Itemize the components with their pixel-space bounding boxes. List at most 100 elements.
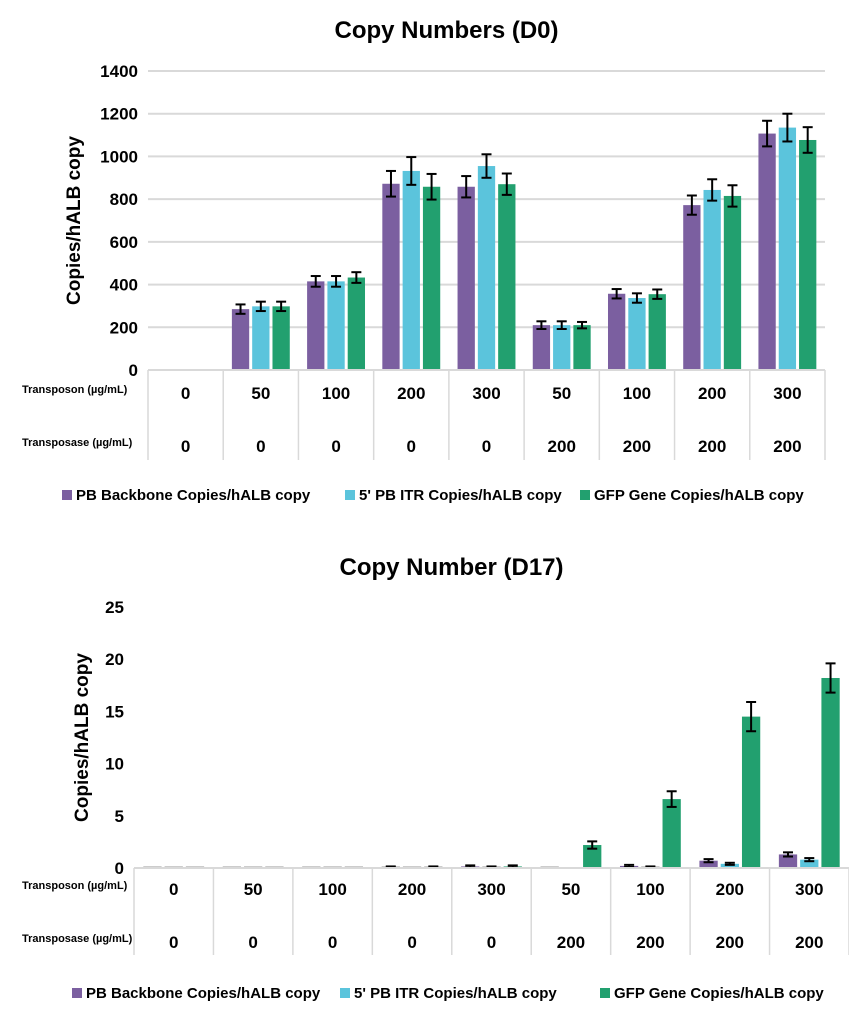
bar <box>457 186 475 370</box>
transposon-value: 300 <box>477 880 505 899</box>
y-axis-label: Copies/hALB copy <box>64 136 85 305</box>
y-axis-label: Copies/hALB copy <box>72 653 93 822</box>
transposon-value: 200 <box>698 384 726 403</box>
chart-1: Copy Numbers (D0)02004006008001000120014… <box>22 17 826 504</box>
transposon-value: 300 <box>773 384 801 403</box>
bar <box>821 677 840 868</box>
transposase-value: 0 <box>181 437 190 456</box>
y-tick-label: 200 <box>110 318 138 337</box>
transposon-value: 100 <box>623 384 651 403</box>
transposase-value: 200 <box>716 933 744 952</box>
bar <box>720 863 739 868</box>
bar <box>553 325 571 370</box>
bar <box>583 845 602 868</box>
bar <box>703 189 721 370</box>
legend-entry: GFP Gene Copies/hALB copy <box>594 487 804 504</box>
bar <box>699 860 718 868</box>
y-tick-label: 1000 <box>100 147 138 166</box>
bar <box>498 184 516 370</box>
legend-entry: GFP Gene Copies/hALB copy <box>614 985 824 1002</box>
bar <box>573 325 591 370</box>
legend-swatch <box>72 988 82 998</box>
transposase-value: 200 <box>636 933 664 952</box>
bar <box>758 133 776 370</box>
bar <box>231 309 250 370</box>
transposase-value: 0 <box>248 933 257 952</box>
row-label-transposon: Transposon (µg/mL) <box>22 384 128 396</box>
y-tick-label: 15 <box>105 702 124 721</box>
transposon-value: 100 <box>636 880 664 899</box>
bar <box>477 166 496 370</box>
transposase-value: 200 <box>795 933 823 952</box>
legend-entry: PB Backbone Copies/hALB copy <box>86 985 321 1002</box>
transposase-value: 0 <box>256 437 265 456</box>
bar <box>741 716 761 868</box>
legend-swatch <box>580 490 590 500</box>
bar <box>662 799 681 868</box>
row-label-transposase: Transposase (µg/mL) <box>22 437 133 449</box>
legend-entry: PB Backbone Copies/hALB copy <box>76 487 311 504</box>
legend-entry: 5' PB ITR Copies/hALB copy <box>359 487 562 504</box>
legend-swatch <box>340 988 350 998</box>
transposase-value: 0 <box>331 437 340 456</box>
chart-title: Copy Number (D17) <box>339 554 563 581</box>
transposon-value: 300 <box>472 384 500 403</box>
y-tick-label: 1400 <box>100 62 138 81</box>
bar <box>382 183 400 370</box>
transposase-value: 200 <box>557 933 585 952</box>
bar <box>252 306 270 370</box>
bar <box>607 293 626 370</box>
transposase-value: 200 <box>773 437 801 456</box>
y-tick-label: 0 <box>129 361 138 380</box>
transposase-value: 0 <box>169 933 178 952</box>
transposase-value: 200 <box>548 437 576 456</box>
legend-entry: 5' PB ITR Copies/hALB copy <box>354 985 557 1002</box>
bar <box>648 294 666 370</box>
chart-title: Copy Numbers (D0) <box>334 17 558 44</box>
transposase-value: 0 <box>407 437 416 456</box>
bar <box>723 195 742 370</box>
y-tick-label: 10 <box>105 755 124 774</box>
legend-swatch <box>600 988 610 998</box>
transposon-value: 0 <box>181 384 190 403</box>
y-tick-label: 20 <box>105 650 124 669</box>
bar <box>800 859 819 868</box>
y-tick-label: 1200 <box>100 105 138 124</box>
transposon-value: 50 <box>244 880 263 899</box>
transposon-value: 200 <box>397 384 425 403</box>
y-tick-label: 600 <box>110 233 138 252</box>
transposase-value: 0 <box>482 437 491 456</box>
transposon-value: 100 <box>318 880 346 899</box>
transposon-value: 50 <box>561 880 580 899</box>
legend-swatch <box>62 490 72 500</box>
transposon-value: 100 <box>322 384 350 403</box>
bar <box>422 186 441 370</box>
y-tick-label: 25 <box>105 598 124 617</box>
bar <box>532 325 551 370</box>
bar <box>307 281 325 370</box>
transposase-value: 0 <box>487 933 496 952</box>
transposon-value: 300 <box>795 880 823 899</box>
bar <box>628 298 646 370</box>
bar <box>402 170 420 370</box>
y-tick-label: 800 <box>110 190 138 209</box>
transposon-value: 50 <box>552 384 571 403</box>
transposon-value: 200 <box>398 880 426 899</box>
bar <box>272 306 290 370</box>
y-tick-label: 400 <box>110 276 138 295</box>
bar <box>799 139 817 370</box>
transposon-value: 200 <box>716 880 744 899</box>
legend-swatch <box>345 490 355 500</box>
bar <box>778 127 797 370</box>
transposase-value: 200 <box>623 437 651 456</box>
bar <box>778 854 798 868</box>
transposase-value: 0 <box>328 933 337 952</box>
transposon-value: 50 <box>251 384 270 403</box>
bar <box>347 277 366 370</box>
chart-2: Copy Number (D17) 0 5 10 15 20 25 Copies/hALB c… <box>22 554 849 1002</box>
transposase-value: 0 <box>407 933 416 952</box>
y-tick-label: 5 <box>115 807 124 826</box>
bar <box>683 205 701 370</box>
